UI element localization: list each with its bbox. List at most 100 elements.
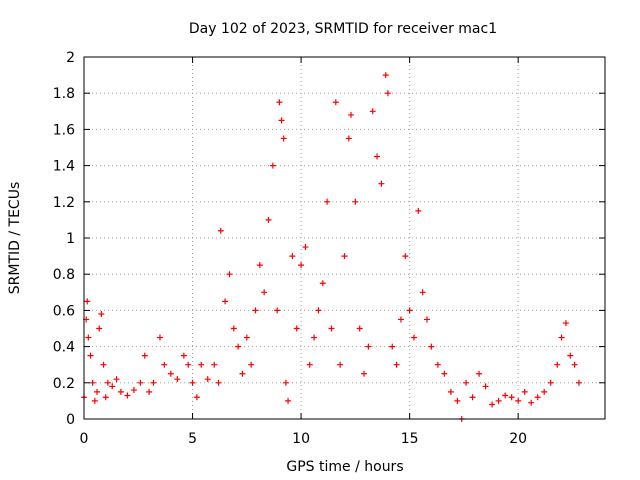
data-point [269, 162, 276, 169]
data-point [534, 394, 541, 401]
plot-frame [83, 56, 606, 420]
data-point [521, 388, 528, 395]
data-point [85, 334, 92, 341]
data-point [341, 253, 348, 260]
data-point [378, 180, 385, 187]
y-tick-label: 1.8 [53, 86, 75, 102]
data-point [306, 361, 313, 368]
data-point [441, 370, 448, 377]
x-tick-label: 20 [509, 431, 527, 447]
data-point [502, 392, 509, 399]
data-point [89, 379, 96, 386]
grid [84, 57, 605, 419]
data-point [528, 399, 535, 406]
data-point [489, 401, 496, 408]
data-point [428, 343, 435, 350]
data-point [243, 334, 250, 341]
data-series [81, 72, 582, 422]
data-point [495, 397, 502, 404]
data-point [256, 262, 263, 269]
data-point [174, 376, 181, 383]
data-point [211, 361, 218, 368]
data-point [558, 334, 565, 341]
x-tick-label: 5 [188, 431, 197, 447]
data-point [217, 227, 224, 234]
data-point [130, 387, 137, 394]
data-point [239, 370, 246, 377]
data-point [193, 394, 200, 401]
data-point [280, 135, 287, 142]
data-point [265, 216, 272, 223]
data-point [554, 361, 561, 368]
y-tick-label: 0.6 [53, 303, 75, 319]
data-point [141, 352, 148, 359]
data-point [185, 361, 192, 368]
data-point [469, 394, 476, 401]
data-point [252, 307, 259, 314]
data-point [319, 280, 326, 287]
data-point [410, 334, 417, 341]
data-point [204, 376, 211, 383]
data-point [356, 325, 363, 332]
data-point [289, 253, 296, 260]
y-axis-label: SRMTID / TECUs [7, 182, 23, 295]
data-point [315, 307, 322, 314]
data-point [109, 383, 116, 390]
data-point [84, 298, 91, 305]
y-tick-label: 0 [66, 412, 75, 428]
y-tick-label: 1.6 [53, 122, 75, 138]
data-point [476, 370, 483, 377]
y-tick-label: 0.2 [53, 376, 75, 392]
data-point [547, 379, 554, 386]
data-point [571, 361, 578, 368]
data-point [278, 117, 285, 124]
data-point [94, 388, 101, 395]
data-point [180, 352, 187, 359]
data-point [345, 135, 352, 142]
x-tick-label: 15 [401, 431, 419, 447]
data-point [248, 361, 255, 368]
data-point [562, 320, 569, 327]
data-point [541, 388, 548, 395]
x-axis-label: GPS time / hours [286, 459, 403, 475]
data-point [100, 361, 107, 368]
data-point [150, 379, 157, 386]
data-point [222, 298, 229, 305]
y-tick-label: 0.8 [53, 267, 75, 283]
data-point [91, 397, 98, 404]
y-tick-label: 1 [66, 231, 75, 247]
data-point [293, 325, 300, 332]
data-point [369, 108, 376, 115]
y-tick-label: 1.2 [53, 195, 75, 211]
data-point [167, 370, 174, 377]
data-point [384, 90, 391, 97]
data-point [104, 379, 111, 386]
data-point [567, 352, 574, 359]
data-point [374, 153, 381, 160]
data-point [515, 397, 522, 404]
y-tick-label: 0.4 [53, 340, 75, 356]
data-point [137, 379, 144, 386]
data-point [87, 352, 94, 359]
data-point [328, 325, 335, 332]
data-point [96, 325, 103, 332]
data-point [406, 307, 413, 314]
data-point [261, 289, 268, 296]
data-point [102, 394, 109, 401]
data-point [348, 111, 355, 118]
data-point [575, 379, 582, 386]
data-point [423, 316, 430, 323]
x-tick-label: 10 [292, 431, 310, 447]
data-point [311, 334, 318, 341]
data-point [235, 343, 242, 350]
data-point [419, 289, 426, 296]
data-point [402, 253, 409, 260]
data-point [198, 361, 205, 368]
data-point [397, 316, 404, 323]
chart-title: Day 102 of 2023, SRMTID for receiver mac… [189, 21, 497, 37]
data-point [365, 343, 372, 350]
data-point [389, 343, 396, 350]
data-point [161, 361, 168, 368]
data-point [434, 361, 441, 368]
data-point [156, 334, 163, 341]
